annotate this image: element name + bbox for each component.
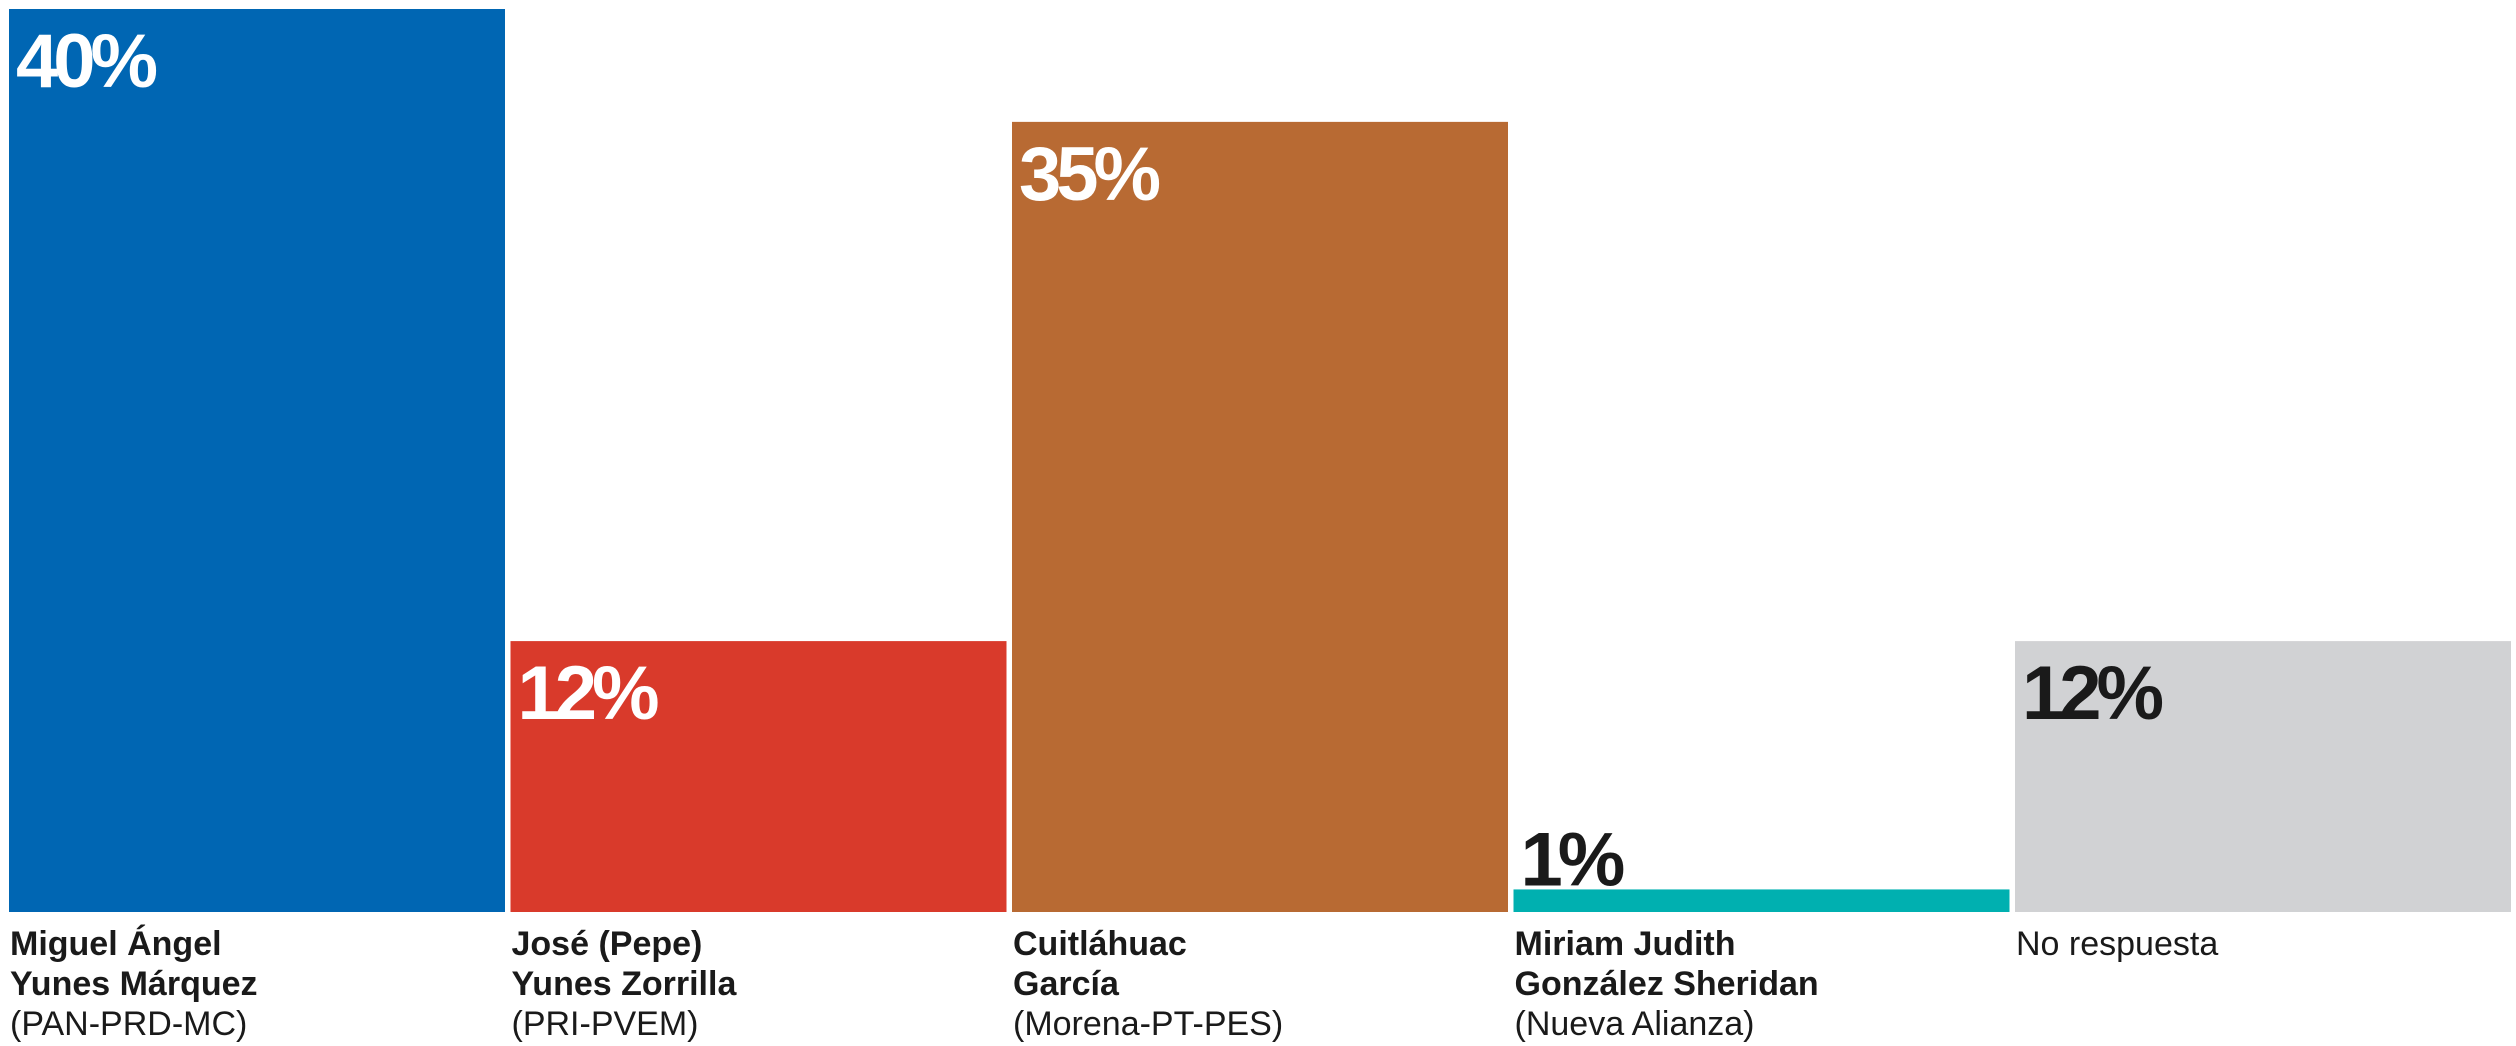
bar-group: 12% José (Pepe)Yunes Zorrilla(PRI-PVEM) [510, 641, 1007, 1043]
bar-group: 12% No respuesta [2015, 641, 2511, 963]
bar [2015, 641, 2511, 912]
bar [510, 641, 1007, 912]
category-name-label: Yunes Márquez [10, 965, 258, 1003]
bar [1513, 889, 2010, 912]
bar [1012, 121, 1508, 912]
category-name-label: González Sheridan [1515, 965, 1819, 1003]
bar-value-label: 35% [1019, 132, 1160, 217]
category-name-label: José (Pepe) [512, 925, 703, 963]
bar-value-label: 40% [16, 19, 157, 104]
category-name-label: No respuesta [2016, 925, 2218, 963]
bar-value-label: 1% [1521, 817, 1624, 902]
category-party-label: (PAN-PRD-MC) [10, 1005, 247, 1043]
category-name-label: Miriam Judith [1515, 925, 1736, 963]
category-name-label: García [1013, 965, 1120, 1003]
bar-value-label: 12% [518, 651, 659, 736]
bar-value-label: 12% [2022, 651, 2163, 736]
category-party-label: (Morena-PT-PES) [1013, 1005, 1283, 1043]
category-name-label: Yunes Zorrilla [512, 965, 738, 1003]
category-party-label: (Nueva Alianza) [1515, 1005, 1755, 1043]
bar [9, 9, 505, 912]
category-name-label: Cuitláhuac [1013, 925, 1187, 963]
category-name-label: Miguel Ángel [10, 925, 222, 963]
category-party-label: (PRI-PVEM) [512, 1005, 699, 1043]
